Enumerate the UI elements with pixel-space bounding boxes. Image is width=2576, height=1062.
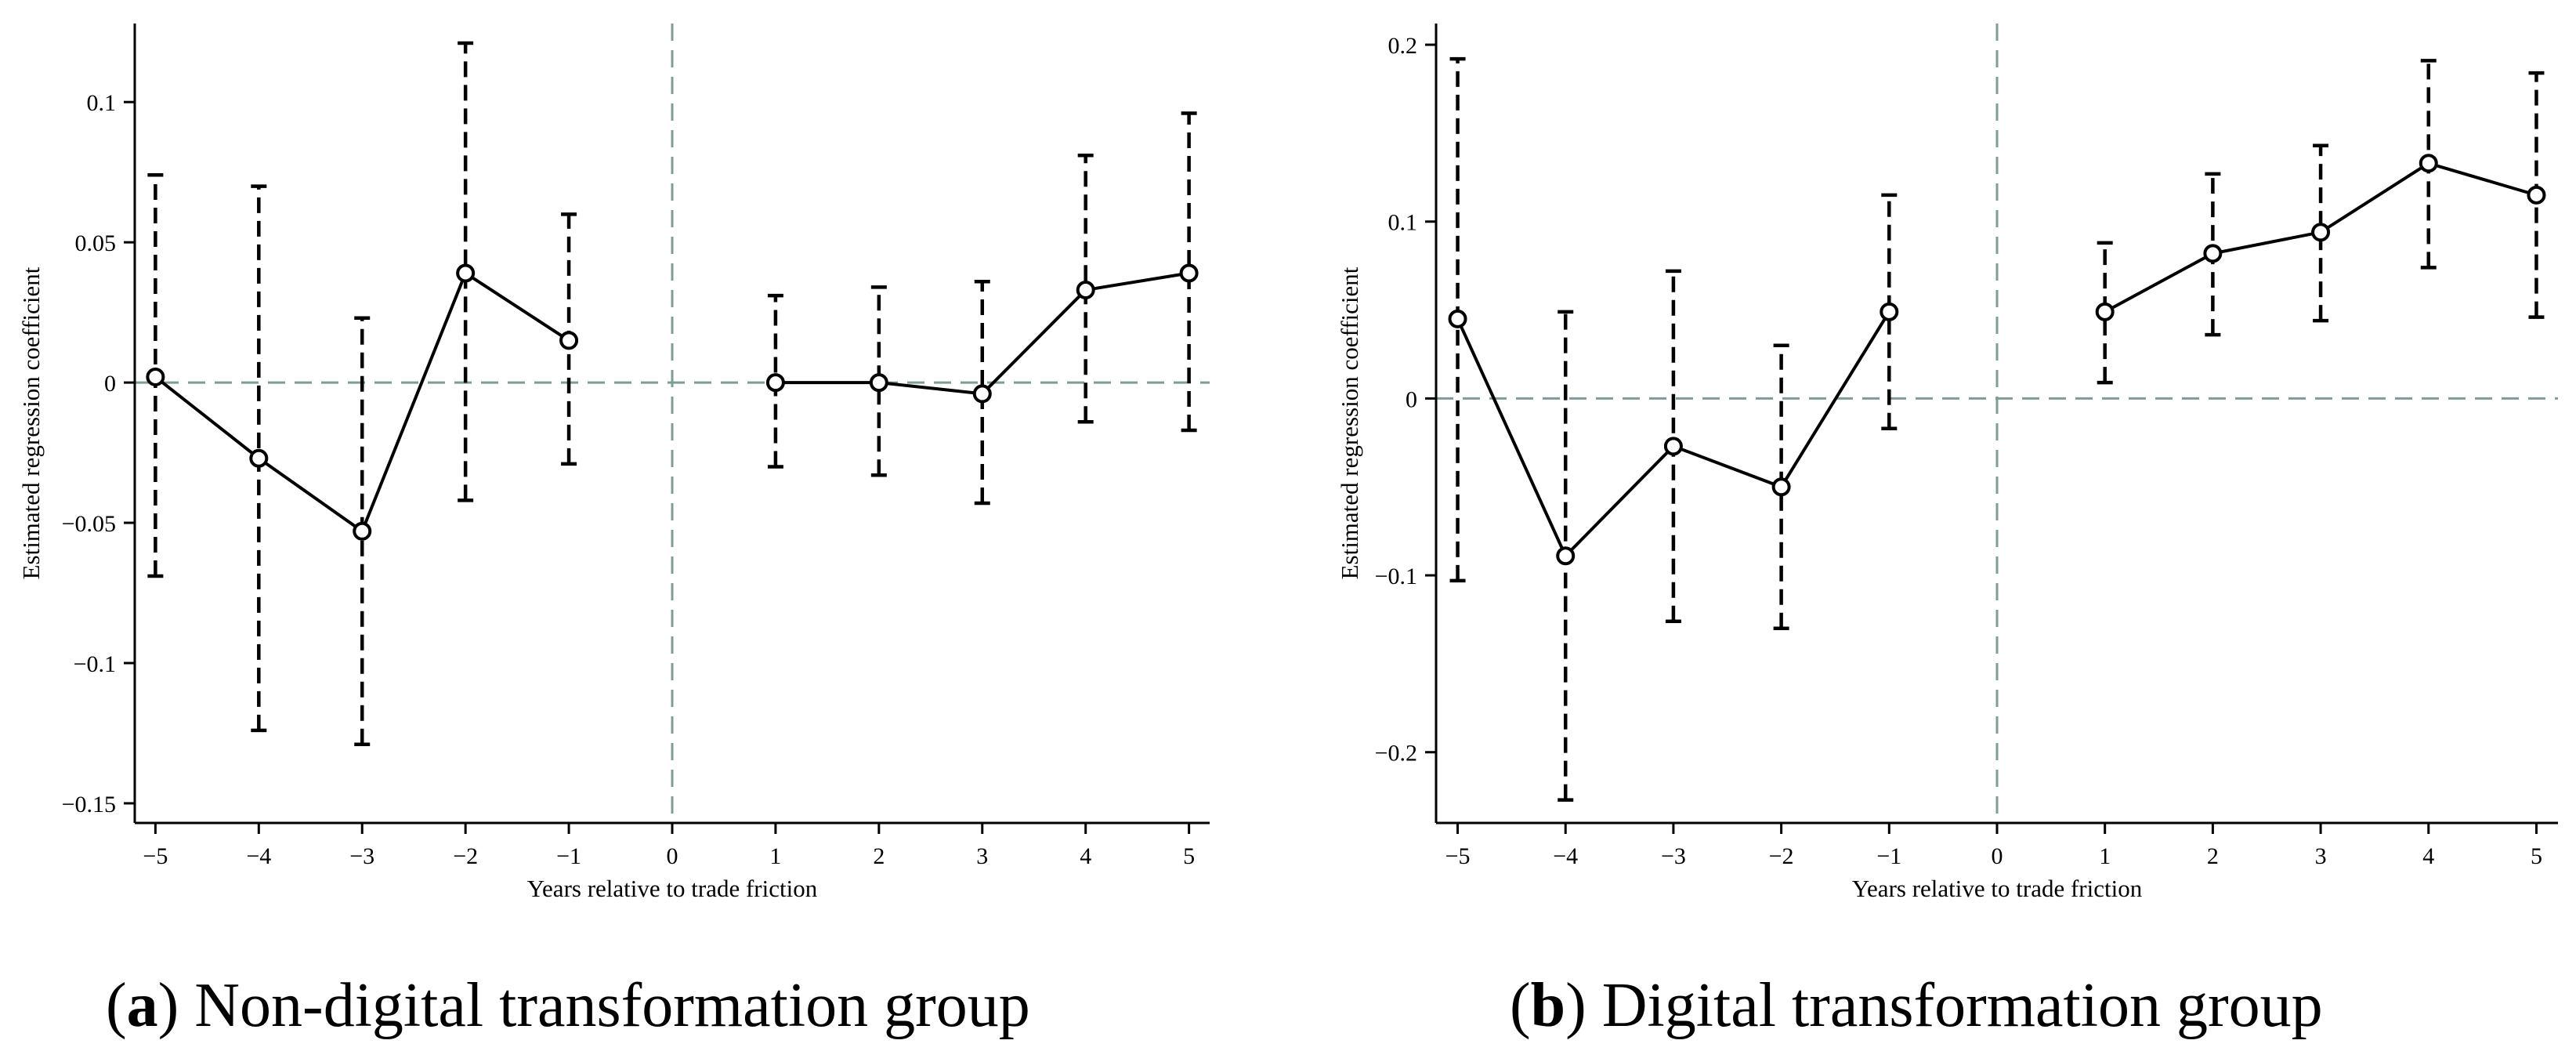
y-tick-label: −0.05 [62, 511, 116, 537]
coefficient-marker [765, 373, 785, 393]
panel-b-chart: −0.2 −0.1 0 0.1 0.2 −5 −4 −3 −2 −1 0 1 2 3 4 5 Years rel… [1336, 24, 2558, 902]
coefficient-marker [2527, 185, 2546, 205]
x-tick-label: 4 [2422, 843, 2434, 869]
y-tick-label: 0.1 [1388, 210, 1418, 236]
x-tick-label: 4 [1080, 843, 1091, 869]
coefficient-marker [2203, 244, 2223, 263]
y-tick-label: 0 [1406, 386, 1417, 412]
coefficient-marker [1663, 437, 1683, 456]
coefficient-marker [1556, 546, 1576, 566]
coefficient-marker [456, 263, 476, 283]
coefficient-marker [1771, 477, 1791, 497]
y-tick-label: −0.15 [62, 792, 116, 817]
coefficient-marker [1448, 309, 1467, 328]
x-tick-label: −1 [556, 843, 581, 869]
coefficient-marker [249, 448, 269, 468]
y-tick-label: −0.1 [1375, 564, 1417, 589]
panel-a-chart: −0.15 −0.1 −0.05 0 0.05 0.1 −5 −4 −3 −2 −1 0 1 2 3 4 5 Ye… [17, 24, 1210, 902]
x-tick-label: −4 [246, 843, 271, 869]
x-tick-label: 1 [769, 843, 781, 869]
x-axis-title: Years relative to trade friction [527, 875, 818, 902]
coefficient-marker [2095, 302, 2115, 321]
y-tick-label: −0.2 [1375, 741, 1417, 767]
coefficient-marker [2419, 154, 2438, 173]
coefficient-marker [146, 367, 165, 386]
x-tick-label: −5 [1445, 843, 1471, 869]
coefficient-marker [559, 331, 579, 350]
coefficient-marker [2311, 223, 2331, 242]
coefficient-marker [1076, 281, 1095, 299]
x-tick-label: −3 [349, 843, 374, 869]
coefficient-marker [1880, 302, 1899, 321]
caption-b-label: b [1530, 971, 1566, 1040]
y-tick-label: 0.05 [75, 230, 117, 256]
y-tick-label: 0 [104, 371, 116, 397]
x-tick-label: −4 [1553, 843, 1578, 869]
x-tick-label: 2 [873, 843, 885, 869]
caption-b: (b) Digital transformation group [1510, 971, 2323, 1040]
caption-a-text: Non-digital transformation group [194, 971, 1030, 1040]
coefficient-marker [869, 373, 888, 393]
caption-a: (a) Non-digital transformation group [106, 971, 1030, 1040]
y-axis-title: Estimated regression coefficient [1336, 266, 1363, 579]
y-axis-title: Estimated regression coefficient [17, 266, 45, 579]
x-tick-label: −5 [143, 843, 168, 869]
coefficient-marker [1179, 263, 1199, 283]
x-tick-label: 5 [2531, 843, 2542, 869]
y-tick-label: 0.1 [87, 90, 117, 116]
x-tick-label: 3 [2315, 843, 2327, 869]
x-tick-label: 3 [976, 843, 988, 869]
caption-b-text: Digital transformation group [1601, 971, 2323, 1040]
x-tick-label: 5 [1183, 843, 1195, 869]
caption-a-label: a [126, 971, 158, 1040]
x-tick-label: −1 [1876, 843, 1901, 869]
x-tick-label: 0 [667, 843, 678, 869]
x-tick-label: 2 [2207, 843, 2219, 869]
x-tick-label: −3 [1661, 843, 1686, 869]
coefficient-marker [353, 521, 372, 541]
y-tick-label: 0.2 [1388, 33, 1418, 59]
x-tick-label: 0 [1992, 843, 2003, 869]
x-tick-label: 1 [2099, 843, 2111, 869]
x-tick-label: −2 [453, 843, 478, 869]
y-tick-label: −0.1 [74, 651, 116, 677]
coefficient-marker [972, 384, 992, 404]
x-axis-title: Years relative to trade friction [1852, 875, 2143, 902]
x-tick-label: −2 [1769, 843, 1794, 869]
